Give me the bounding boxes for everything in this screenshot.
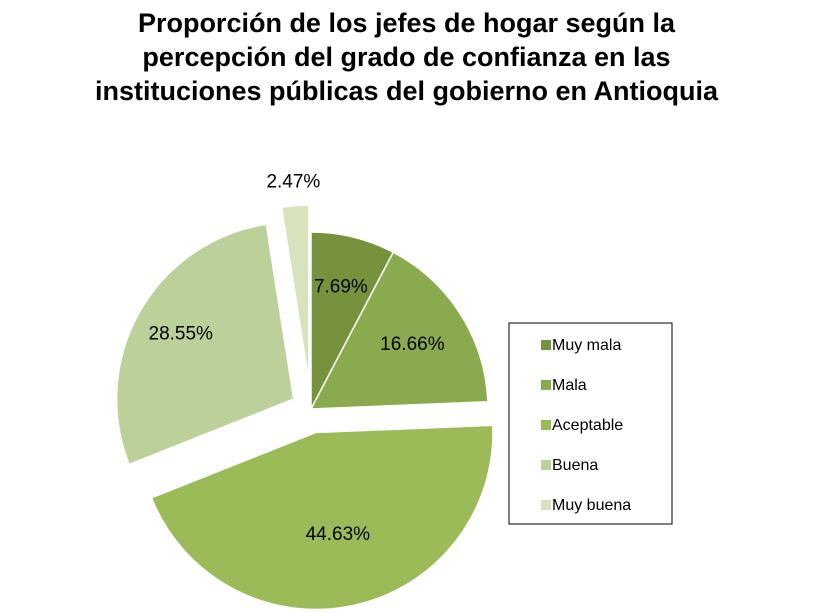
legend-label-muy-buena: Muy buena	[552, 497, 631, 514]
legend-swatch-muy-buena	[541, 500, 551, 510]
legend-swatch-muy-mala	[541, 340, 551, 350]
pie-slice-labels: 7.69% 16.66% 44.63% 28.55% 2.47%	[149, 172, 445, 545]
pie-slice-buena	[115, 223, 295, 466]
data-label-mala: 16.66%	[380, 334, 445, 355]
pie-slices	[115, 204, 494, 611]
legend-swatch-aceptable	[541, 420, 551, 430]
legend-label-buena: Buena	[552, 457, 598, 474]
legend-label-muy-mala: Muy mala	[552, 337, 621, 354]
pie-slice-mala	[309, 251, 489, 410]
legend-box	[508, 322, 673, 525]
legend-label-aceptable: Aceptable	[552, 417, 623, 434]
legend-label-mala: Mala	[552, 377, 587, 394]
data-label-muy-buena: 2.47%	[266, 172, 320, 193]
legend-swatch-buena	[541, 460, 551, 470]
legend: Muy mala Mala Aceptable Buena Muy buena	[508, 322, 673, 525]
chart-title: Proporción de los jefes de hogar según l…	[94, 8, 719, 106]
pie-slice-aceptable	[150, 424, 494, 611]
data-label-buena: 28.55%	[149, 324, 214, 345]
data-label-muy-mala: 7.69%	[314, 277, 368, 298]
data-label-aceptable: 44.63%	[306, 524, 371, 545]
legend-swatch-mala	[541, 380, 551, 390]
pie-slice-muy-buena	[280, 204, 310, 383]
